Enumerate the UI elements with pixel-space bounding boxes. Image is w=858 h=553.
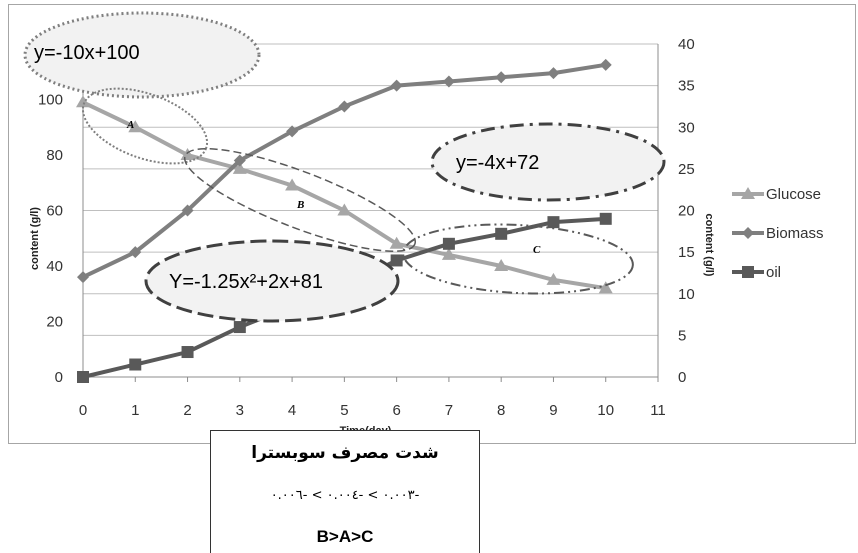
x-tick-label: 3 bbox=[236, 402, 244, 419]
glucose-point bbox=[441, 247, 456, 260]
x-tick-label: 0 bbox=[79, 402, 87, 419]
glucose-point bbox=[76, 95, 90, 108]
oil-legend-label: oil bbox=[766, 264, 781, 281]
y-axis-left-title: content (g/l) bbox=[29, 207, 41, 270]
biomass-point bbox=[495, 71, 508, 84]
x-tick-label: 6 bbox=[392, 402, 400, 419]
glucose-point bbox=[546, 272, 561, 285]
oil-point bbox=[181, 346, 194, 359]
biomass-point bbox=[547, 67, 560, 80]
oil-point bbox=[742, 266, 754, 278]
biomass-point bbox=[390, 79, 403, 92]
equation-b-ellipse bbox=[430, 122, 666, 202]
region-a-ellipse bbox=[81, 87, 209, 165]
y-left-tick-label: 20 bbox=[46, 314, 63, 331]
x-tick-label: 10 bbox=[597, 402, 614, 419]
y-left-tick-label: 0 bbox=[55, 369, 63, 386]
region-c-label: C bbox=[533, 244, 541, 256]
glucose-point bbox=[598, 281, 613, 294]
equation-c-text: Y=-1.25x²+2x+81 bbox=[169, 271, 323, 293]
region-b-label: B bbox=[296, 199, 304, 211]
biomass-point bbox=[129, 246, 142, 259]
glucose-point bbox=[494, 259, 509, 271]
oil-point bbox=[547, 216, 560, 229]
note-title: شدت مصرف سوبسترا bbox=[251, 443, 439, 463]
legend: Glucose Biomass oil bbox=[732, 186, 824, 281]
biomass-point bbox=[599, 58, 612, 71]
y-right-tick-label: 20 bbox=[678, 203, 695, 220]
biomass-point bbox=[442, 75, 455, 88]
oil-point bbox=[442, 237, 455, 250]
note-rates: -۰.۰۰۳ > -۰.۰۰٤ > -۰.۰۰٦ bbox=[270, 488, 420, 503]
glucose-point bbox=[180, 148, 195, 160]
oil-point bbox=[77, 371, 89, 383]
oil-point bbox=[495, 227, 508, 240]
glucose-point bbox=[337, 203, 352, 216]
biomass-point bbox=[181, 204, 194, 217]
equation-a-text: y=-10x+100 bbox=[34, 42, 140, 64]
x-tick-label: 9 bbox=[549, 402, 557, 419]
x-tick-label: 7 bbox=[445, 402, 453, 419]
oil-point bbox=[390, 254, 403, 267]
y-axis-right-title: content (g/l) bbox=[703, 214, 715, 277]
y-right-tick-label: 25 bbox=[678, 161, 695, 178]
biomass-point bbox=[286, 125, 299, 138]
y-left-tick-label: 60 bbox=[46, 203, 63, 220]
x-tick-label: 1 bbox=[131, 402, 139, 419]
series-layer bbox=[76, 58, 613, 383]
y-right-tick-label: 5 bbox=[678, 327, 686, 344]
x-tick-label: 8 bbox=[497, 402, 505, 419]
biomass-point bbox=[742, 227, 754, 239]
oil-point bbox=[599, 212, 612, 225]
glucose-legend-label: Glucose bbox=[766, 186, 821, 203]
annotations: y=-10x+100 y=-4x+72 Y=-1.25x²+2x+81 A B C bbox=[23, 11, 666, 323]
oil-point bbox=[129, 358, 142, 371]
y-right-tick-label: 15 bbox=[678, 244, 695, 261]
equation-a-ellipse bbox=[23, 11, 261, 99]
y-right-tick-label: 35 bbox=[678, 78, 695, 95]
y-right-tick-label: 40 bbox=[678, 36, 695, 53]
y-left-tick-label: 40 bbox=[46, 258, 63, 275]
region-b-ellipse bbox=[183, 148, 417, 252]
glucose-point bbox=[128, 120, 143, 133]
y-left-tick-label: 100 bbox=[38, 92, 63, 109]
x-tick-label: 5 bbox=[340, 402, 348, 419]
biomass-legend-label: Biomass bbox=[766, 225, 824, 242]
biomass-point bbox=[233, 154, 246, 167]
equation-b-text: y=-4x+72 bbox=[456, 152, 539, 174]
equation-c-ellipse bbox=[144, 239, 400, 323]
region-c-ellipse bbox=[402, 223, 634, 295]
y-left-tick-label: 80 bbox=[46, 147, 63, 164]
glucose-point bbox=[389, 236, 404, 249]
y-right-tick-label: 10 bbox=[678, 286, 695, 303]
biomass-point bbox=[77, 271, 89, 284]
oil-point bbox=[233, 321, 246, 334]
x-tick-label: 11 bbox=[650, 402, 666, 419]
y-right-tick-label: 30 bbox=[678, 119, 695, 136]
region-a-label: A bbox=[126, 119, 134, 131]
x-tick-label: 2 bbox=[183, 402, 191, 419]
note-box: شدت مصرف سوبسترا -۰.۰۰۳ > -۰.۰۰٤ > -۰.۰۰… bbox=[210, 430, 480, 553]
glucose-point bbox=[232, 161, 247, 174]
glucose-point bbox=[741, 187, 755, 199]
x-tick-label: 4 bbox=[288, 402, 296, 419]
note-order: B>A>C bbox=[316, 527, 374, 546]
y-right-tick-label: 0 bbox=[678, 369, 686, 386]
biomass-point bbox=[338, 100, 351, 113]
glucose-point bbox=[285, 178, 300, 191]
